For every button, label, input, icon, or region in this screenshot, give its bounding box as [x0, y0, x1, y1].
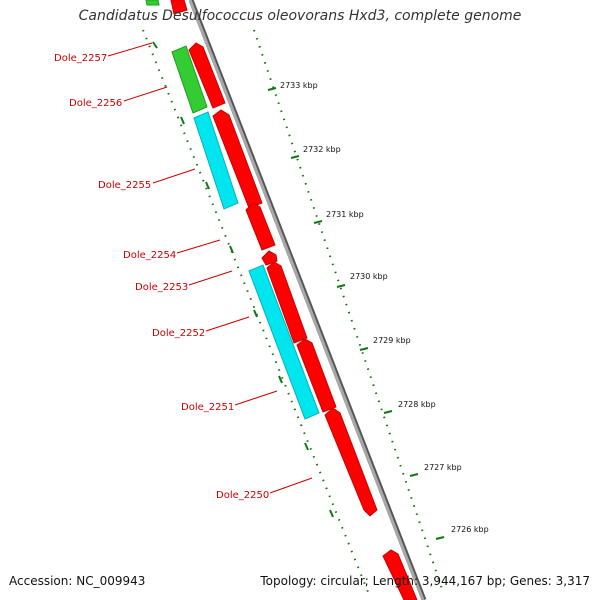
green-feature [145, 0, 160, 6]
tick-mark [359, 347, 369, 351]
inner-dash [253, 309, 258, 318]
tick-mark [409, 473, 419, 477]
cds-arrow [245, 202, 276, 251]
cyan-feature [193, 111, 239, 210]
cds-arrow [296, 338, 337, 413]
tick-mark [313, 220, 323, 224]
accession-text: Accession: NC_009943 [9, 574, 146, 588]
cds-arrow [261, 250, 278, 266]
map-title: Candidatus Desulfococcus oleovorans Hxd3… [78, 8, 522, 24]
tick-mark [290, 155, 300, 159]
leader-line [123, 86, 168, 102]
cds-arrow [212, 109, 263, 209]
inner-track-dashes [152, 41, 334, 518]
leader-line [234, 390, 278, 406]
backbone [188, 0, 427, 600]
tick-mark [435, 536, 445, 540]
tick-label: 2727 kbp [424, 463, 462, 472]
cds-arrow [188, 42, 226, 109]
gene-label: Dole_2257 [54, 53, 107, 64]
features [145, 0, 418, 600]
outer-track-ticks [267, 87, 445, 540]
tick-labels: 2733 kbp 2732 kbp 2731 kbp 2730 kbp 2729… [280, 81, 489, 534]
gene-label: Dole_2256 [69, 98, 122, 109]
leader-line [152, 168, 196, 184]
cyan-feature [248, 264, 320, 420]
outer-dotted-track [253, 29, 444, 593]
dotted-tracks [142, 29, 444, 593]
leader-line [188, 270, 233, 286]
gene-label: Dole_2255 [98, 180, 151, 191]
leader-line [176, 239, 221, 254]
cds-arrow [324, 407, 378, 517]
cds-arrow [170, 0, 188, 15]
tick-label: 2729 kbp [373, 336, 411, 345]
tick-label: 2733 kbp [280, 81, 318, 90]
leader-line [205, 316, 250, 332]
tick-label: 2726 kbp [451, 525, 489, 534]
tick-label: 2731 kbp [326, 210, 364, 219]
inner-dash [278, 375, 283, 384]
cds-arrow [266, 261, 308, 344]
inner-dash [152, 41, 158, 49]
gene-label: Dole_2254 [123, 250, 176, 261]
green-feature [171, 45, 208, 114]
gene-label: Dole_2251 [181, 402, 234, 413]
inner-dash [205, 181, 210, 190]
tick-mark [383, 410, 393, 414]
cds-arrow [382, 549, 418, 600]
tick-label: 2730 kbp [350, 272, 388, 281]
tick-label: 2732 kbp [303, 145, 341, 154]
inner-dash [329, 509, 334, 518]
inner-dash [304, 442, 309, 451]
tick-mark [336, 284, 346, 288]
tick-label: 2728 kbp [398, 400, 436, 409]
gene-label: Dole_2250 [216, 490, 269, 501]
gene-label-leaders [107, 42, 313, 494]
leader-line [269, 477, 313, 494]
leader-line [107, 42, 153, 57]
inner-dash [229, 245, 234, 254]
tick-mark [267, 87, 277, 91]
inner-dash [180, 116, 185, 125]
genome-summary-text: Topology: circular; Length: 3,944,167 bp… [260, 574, 590, 588]
gene-label: Dole_2253 [135, 282, 188, 293]
gene-label: Dole_2252 [152, 328, 205, 339]
backbone-line [188, 0, 425, 600]
gene-labels: Dole_2257 Dole_2256 Dole_2255 Dole_2254 … [54, 53, 269, 501]
